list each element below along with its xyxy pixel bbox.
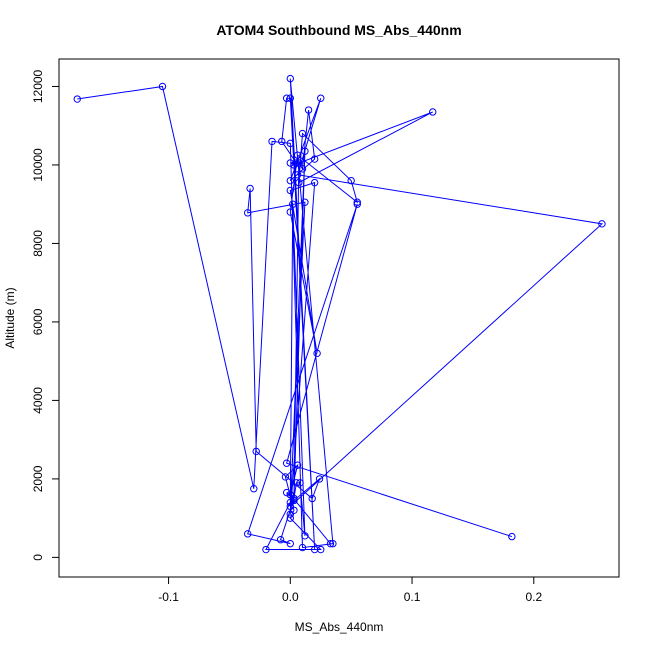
- data-point: [310, 178, 319, 187]
- data-point: [313, 349, 321, 358]
- plot-area-frame: [58, 58, 620, 578]
- data-point: [286, 139, 294, 148]
- data-point: [286, 74, 294, 83]
- y-tick-label: 12000: [31, 69, 45, 103]
- data-point: [293, 171, 302, 179]
- y-tick-label: 6000: [31, 308, 45, 335]
- data-point: [262, 545, 270, 554]
- data-point: [286, 186, 294, 195]
- data-point: [286, 502, 294, 511]
- data-point: [286, 510, 294, 518]
- y-axis-label: Altitude (m): [3, 287, 17, 348]
- data-point: [295, 159, 303, 167]
- data-point: [290, 496, 298, 505]
- y-axis: 0 2000 4000 6000 8000 10000 12000: [31, 69, 60, 561]
- x-axis-label: MS_Abs_440nm: [295, 620, 384, 634]
- chart-title: ATOM4 Southbound MS_Abs_440nm: [216, 22, 461, 38]
- series-points: [73, 74, 606, 554]
- y-tick-label: 10000: [31, 148, 45, 182]
- data-point: [250, 485, 258, 493]
- data-point: [276, 536, 285, 544]
- data-point: [268, 137, 276, 146]
- data-point: [298, 543, 307, 552]
- data-point: [353, 198, 361, 206]
- data-point: [353, 200, 361, 208]
- x-tick-label: 0.2: [525, 590, 542, 604]
- series-line-path: [77, 78, 604, 551]
- data-point: [290, 494, 298, 503]
- data-point: [308, 494, 316, 503]
- data-point: [347, 176, 355, 185]
- x-tick-label: -0.1: [158, 590, 179, 604]
- data-point: [301, 198, 309, 206]
- data-point: [286, 159, 294, 167]
- data-point: [304, 106, 313, 114]
- data-point: [286, 514, 294, 522]
- x-axis: -0.1 0.0 0.1 0.2: [158, 576, 542, 604]
- y-tick-label: 4000: [31, 387, 45, 414]
- data-point: [290, 161, 298, 169]
- data-point: [290, 506, 298, 514]
- data-point: [286, 94, 294, 102]
- data-point: [281, 473, 290, 481]
- data-point: [282, 459, 291, 467]
- data-point: [326, 539, 335, 548]
- data-point: [278, 137, 286, 146]
- data-point: [317, 94, 325, 102]
- data-point: [298, 165, 307, 173]
- data-point: [298, 129, 307, 138]
- data-point: [282, 94, 291, 102]
- data-point: [315, 475, 324, 483]
- x-tick-label: 0.1: [404, 590, 421, 604]
- data-point: [282, 488, 291, 497]
- data-point: [598, 220, 606, 228]
- data-point: [293, 151, 302, 159]
- data-point: [301, 147, 309, 155]
- data-point: [301, 532, 309, 540]
- data-point: [252, 447, 260, 456]
- data-point: [295, 178, 303, 187]
- data-point: [73, 95, 81, 103]
- data-point: [292, 479, 301, 487]
- y-tick-label: 0: [31, 554, 45, 561]
- data-point: [244, 209, 252, 217]
- data-point: [286, 539, 294, 548]
- data-point: [246, 184, 254, 193]
- data-point: [244, 530, 252, 538]
- data-point: [293, 461, 302, 469]
- data-point: [286, 208, 294, 216]
- data-point: [289, 200, 297, 208]
- data-point: [508, 532, 516, 541]
- y-tick-label: 2000: [31, 465, 45, 492]
- series-line: [77, 78, 604, 551]
- data-point: [158, 82, 167, 91]
- data-point: [286, 490, 294, 499]
- data-point: [310, 155, 319, 163]
- data-point: [329, 539, 337, 548]
- data-point: [429, 108, 437, 116]
- x-tick-label: 0.0: [282, 590, 299, 604]
- data-point: [286, 176, 294, 185]
- data-point: [286, 498, 294, 507]
- y-tick-label: 8000: [31, 230, 45, 257]
- data-point: [296, 479, 304, 487]
- data-point: [317, 545, 325, 554]
